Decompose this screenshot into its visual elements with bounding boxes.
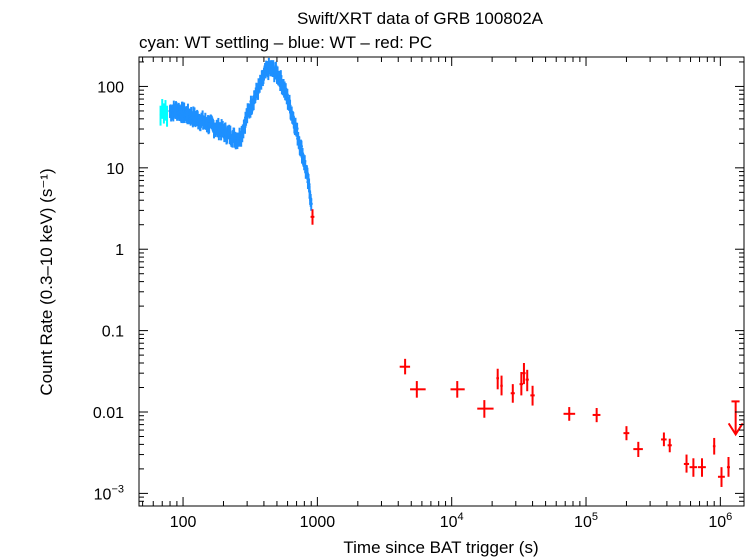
y-axis: 100 10 1 0.1 0.01 10−3 <box>93 61 744 507</box>
data-point <box>689 458 697 477</box>
upper-limit-arrow <box>727 400 744 437</box>
data-point <box>496 368 500 390</box>
data-point <box>563 407 576 421</box>
series-wt-settling <box>159 99 169 127</box>
chart-title: Swift/XRT data of GRB 100802A <box>297 9 544 28</box>
y-tick-label: 0.01 <box>93 405 124 422</box>
data-point <box>592 407 601 423</box>
data-point <box>623 426 630 441</box>
data-point <box>717 467 725 487</box>
data-point <box>500 375 503 396</box>
data-point <box>697 458 706 477</box>
data-point <box>525 369 529 392</box>
data-point <box>161 99 164 119</box>
series-pc <box>310 209 744 487</box>
data-point <box>633 441 643 457</box>
y-axis-label: Count Rate (0.3–10 keV) (s⁻¹) <box>37 168 56 395</box>
chart-subtitle: cyan: WT settling – blue: WT – red: PC <box>139 33 432 52</box>
data-point <box>683 454 690 473</box>
data-point <box>726 456 731 477</box>
data-point <box>661 432 667 447</box>
y-tick-label: 100 <box>97 79 124 96</box>
y-tick-label: 10 <box>106 161 124 178</box>
data-point <box>510 384 515 403</box>
x-tick-label: 106 <box>708 511 732 531</box>
data-point <box>310 209 315 225</box>
x-tick-label: 104 <box>440 511 464 531</box>
data-point <box>519 372 524 396</box>
data-point <box>522 363 526 385</box>
x-axis: 100 1000 104 105 106 <box>142 57 732 531</box>
data-point <box>164 100 167 121</box>
data-point <box>712 437 716 455</box>
data-point <box>450 381 465 398</box>
data-point <box>477 400 494 418</box>
x-tick-label: 1000 <box>300 514 336 531</box>
data-point <box>399 358 411 375</box>
y-tick-label: 0.1 <box>102 324 124 341</box>
data-point <box>162 103 165 124</box>
plot-frame <box>138 56 745 507</box>
data-point <box>166 105 169 127</box>
data-point <box>159 105 162 126</box>
data-point <box>530 385 535 406</box>
data-point <box>667 438 672 453</box>
data-point <box>410 381 426 398</box>
x-axis-label: Time since BAT trigger (s) <box>343 538 538 557</box>
y-tick-label: 10−3 <box>94 483 124 503</box>
x-tick-label: 105 <box>574 511 598 531</box>
y-tick-label: 1 <box>115 242 124 259</box>
x-tick-label: 100 <box>170 514 197 531</box>
series-wt <box>168 57 313 211</box>
